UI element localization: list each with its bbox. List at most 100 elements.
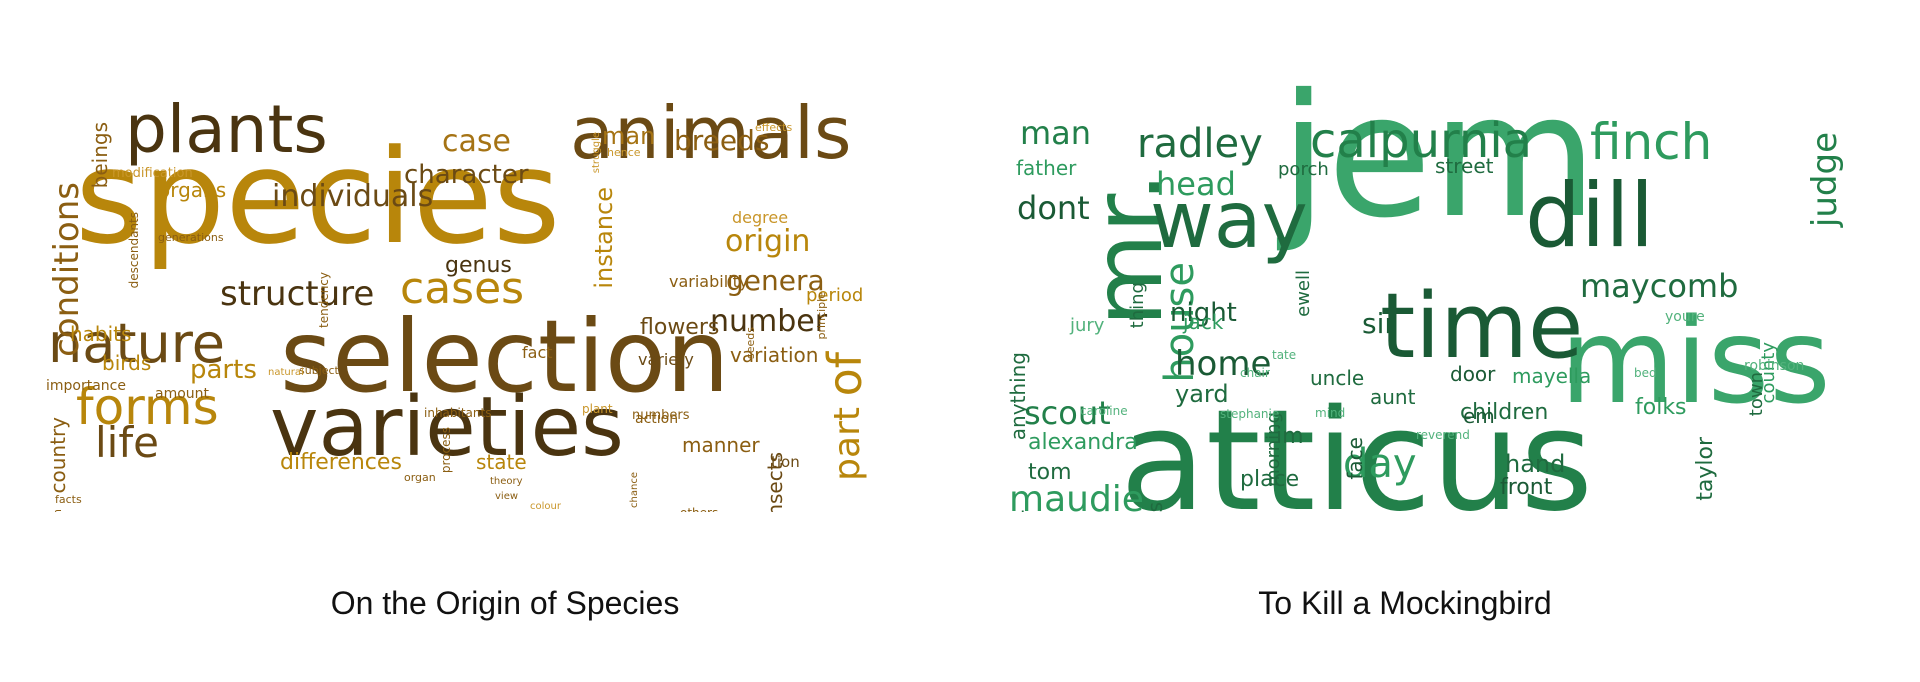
- cloud-word-dill: dill: [1525, 164, 1655, 267]
- cloud-word-importance: importance: [46, 378, 126, 394]
- cloud-word-birds: birds: [102, 351, 152, 375]
- cloud-word-cases: cases: [400, 263, 525, 314]
- cloud-word-amount: amount: [155, 386, 210, 402]
- cloud-word-sir: sir: [1362, 307, 1396, 340]
- cloud-word-street: street: [1435, 154, 1494, 178]
- cloud-word-robinson: robinson: [1744, 358, 1805, 374]
- cloud-word-calpurnia: calpurnia: [1310, 113, 1533, 169]
- cloud-word-morning: morning: [1263, 412, 1284, 487]
- cloud-word-variability: variability: [669, 272, 749, 291]
- cloud-word-tate: tate: [1272, 348, 1297, 362]
- cloud-word-state: state: [476, 450, 527, 474]
- cloud-word-animals: animals: [570, 91, 852, 175]
- caption-to-kill-a-mockingbird: To Kill a Mockingbird: [1258, 585, 1552, 621]
- cloud-word-seeds: seeds: [744, 327, 757, 359]
- cloud-word-time: time: [1380, 274, 1584, 379]
- cloud-word-tom: tom: [1028, 460, 1072, 485]
- cloud-word-natural: natural: [268, 367, 304, 378]
- cloud-word-part: part: [827, 407, 868, 481]
- cloud-word-day: day: [1343, 441, 1417, 487]
- cloud-word-door: door: [1450, 362, 1496, 386]
- cloud-word-genera: genera: [726, 264, 825, 297]
- cloud-word-view: view: [495, 491, 519, 502]
- cloud-word-habits: habits: [70, 322, 132, 346]
- cloud-word-struggle: struggle: [591, 132, 602, 174]
- cloud-word-miss: miss: [1560, 292, 1831, 430]
- cloud-word-im: im: [1276, 424, 1304, 449]
- cloud-word-structure: structure: [220, 274, 375, 314]
- cloud-word-chance: chance: [629, 472, 640, 508]
- cloud-word-head: head: [1156, 165, 1236, 203]
- cloud-word-others: others: [680, 507, 718, 512]
- cloud-word-jury: jury: [1070, 315, 1105, 336]
- cloud-word-process: process: [439, 427, 453, 474]
- cloud-word-selection: selection: [280, 298, 730, 415]
- cloud-word-yard: yard: [1175, 380, 1229, 408]
- cloud-word-instance: instance: [590, 187, 618, 289]
- cloud-word-hes: hes: [1020, 509, 1055, 512]
- cloud-word-species: species: [75, 121, 561, 273]
- cloud-word-night: night: [1170, 298, 1237, 328]
- cloud-word-of: of: [818, 352, 872, 397]
- cloud-word-maudie: maudie: [1009, 479, 1144, 513]
- cloud-word-man: man: [1020, 114, 1092, 152]
- cloud-word-plants: plants: [125, 91, 328, 168]
- cloud-word-generations: generations: [158, 231, 224, 244]
- cloud-word-plant: plant: [582, 402, 613, 416]
- cloud-word-things: things: [1143, 502, 1167, 512]
- cloud-word-reverend: reverend: [1416, 428, 1470, 442]
- cloud-word-taylor: taylor: [1693, 437, 1718, 501]
- cloud-word-radley: radley: [1137, 121, 1263, 167]
- cloud-word-tion: tion: [771, 453, 800, 471]
- cloud-word-jem: jem: [1280, 62, 1598, 256]
- cloud-word-character: character: [404, 160, 529, 190]
- cloud-word-home: home: [1175, 344, 1272, 384]
- caption-origin-of-species: On the Origin of Species: [330, 585, 680, 621]
- cloud-word-modification: modification: [112, 166, 193, 181]
- cloud-word-forms: forms: [76, 378, 219, 436]
- cloud-word-subject: subject: [299, 364, 339, 377]
- cloud-word-alexandra: alexandra: [1028, 430, 1138, 455]
- cloud-word-judge: judge: [1805, 132, 1845, 228]
- cloud-word-front: front: [1500, 475, 1553, 500]
- cloud-word-em: em: [1463, 404, 1495, 428]
- cloud-word-scout: scout: [1024, 394, 1111, 432]
- cloud-word-caroline: caroline: [1080, 404, 1128, 418]
- cloud-word-number: number: [710, 304, 828, 339]
- cloud-word-effects: effects: [755, 121, 793, 134]
- cloud-word-nature: nature: [48, 312, 225, 375]
- cloud-word-way: way: [1150, 176, 1308, 266]
- word-cloud-to-kill-a-mockingbird: jem atticus mr. miss time dill way calpurnia fin…: [980, 62, 1880, 512]
- cloud-word-manner: manner: [682, 433, 760, 457]
- cloud-word-genus: genus: [445, 253, 512, 278]
- cloud-word-numbers: numbers: [632, 408, 690, 423]
- cloud-word-father: father: [1016, 156, 1077, 180]
- cloud-word-bed: bed: [1634, 366, 1657, 380]
- cloud-word-jack: jack: [1183, 310, 1224, 334]
- cloud-word-folks: folks: [1635, 395, 1687, 420]
- cloud-word-theory: theory: [490, 476, 523, 487]
- cloud-word-children: children: [1460, 400, 1549, 425]
- cloud-word-place: place: [1240, 467, 1300, 492]
- cloud-word-town: town: [1746, 372, 1767, 417]
- cloud-word-beings: beings: [88, 122, 112, 189]
- cloud-word-facts: facts: [55, 493, 82, 506]
- cloud-word-form: form: [51, 509, 64, 512]
- cloud-word-origin: origin: [725, 224, 811, 259]
- cloud-word-flowers: flowers: [640, 315, 720, 340]
- cloud-word-dont: dont: [1017, 189, 1090, 227]
- cloud-word-action: action: [635, 411, 679, 427]
- cloud-word-life: life: [95, 418, 159, 467]
- cloud-word-country: country: [46, 417, 70, 494]
- cloud-word-organ: organ: [404, 471, 436, 484]
- cloud-word-youre: youre: [1665, 309, 1705, 325]
- cloud-word-man: man: [602, 122, 656, 150]
- cloud-word-inhabitants: inhabitants: [424, 406, 492, 420]
- cloud-word-differences: differences: [280, 450, 402, 475]
- cloud-word-stephanie: stephanie: [1220, 407, 1280, 421]
- cloud-word-case: case: [442, 124, 511, 159]
- cloud-word-ewell: ewell: [1293, 270, 1314, 317]
- cloud-word-hand: hand: [1505, 450, 1566, 478]
- cloud-word-mind: mind: [1315, 406, 1346, 420]
- cloud-word-parts: parts: [190, 355, 257, 385]
